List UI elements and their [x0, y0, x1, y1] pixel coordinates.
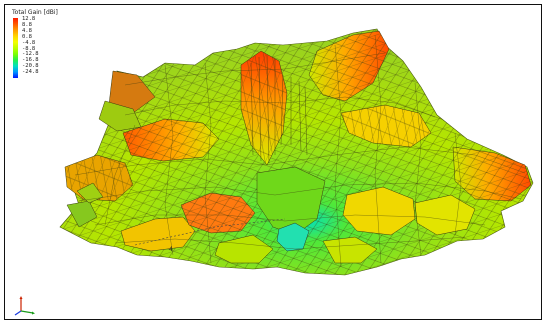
axis-triad-icon — [14, 296, 35, 316]
legend-tick: -24.8 — [22, 69, 39, 76]
legend-tick: -8.8 — [22, 45, 36, 52]
legend-colorbar — [13, 18, 18, 78]
color-legend: Total Gain [dBi] 12.8 8.8 4.8 0.8 -4.8 -… — [11, 9, 71, 83]
legend-tick: 0.8 — [22, 33, 32, 40]
legend-tick: 12.8 — [22, 16, 36, 22]
legend-tick: 4.8 — [22, 27, 32, 34]
radiation-pattern-surface: 4 — [59, 28, 534, 276]
legend-ticks: 12.8 8.8 4.8 0.8 -4.8 -8.8 -12.8 -16.8 -… — [22, 16, 39, 76]
mesh-ridges — [250, 54, 308, 164]
axis-marker-label: 4 — [169, 246, 173, 253]
legend-tick: -20.8 — [22, 63, 39, 70]
legend-title: Total Gain [dBi] — [12, 9, 58, 16]
legend-tick: -12.8 — [22, 51, 39, 58]
3d-plot-viewport[interactable]: Total Gain [dBi] 12.8 8.8 4.8 0.8 -4.8 -… — [4, 4, 542, 320]
axis-guide — [134, 218, 286, 246]
mesh-lines — [74, 34, 526, 268]
legend-tick: -4.8 — [22, 39, 36, 46]
surface-mesh — [60, 29, 533, 275]
legend-tick: 8.8 — [22, 21, 32, 28]
legend-tick: -16.8 — [22, 57, 39, 64]
